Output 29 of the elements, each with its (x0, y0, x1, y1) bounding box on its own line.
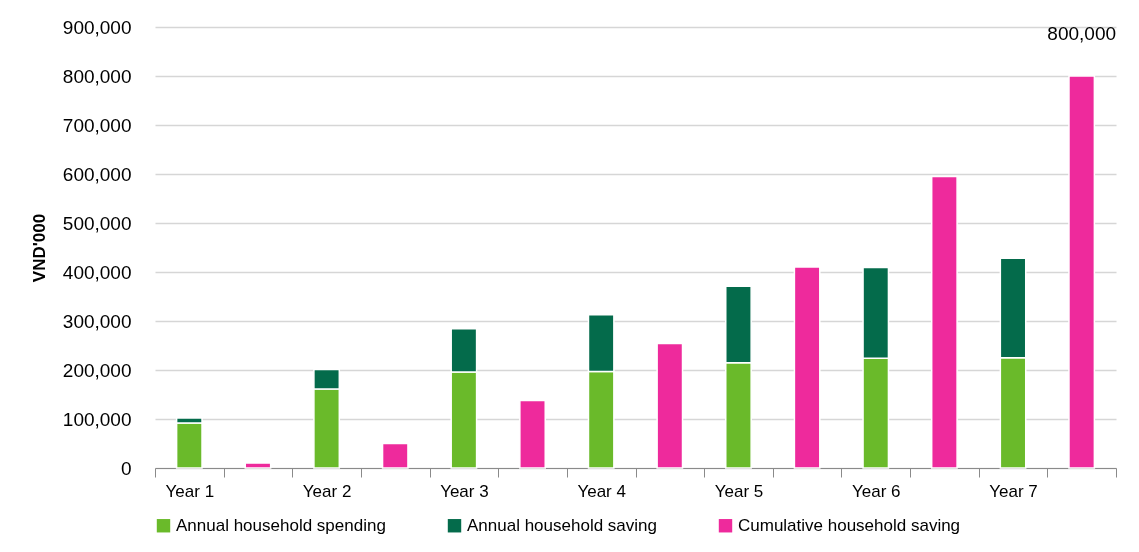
bar (381, 442, 409, 469)
y-tick-label: 500,000 (62, 212, 132, 234)
y-tick-label: 0 (120, 457, 132, 479)
y-tick-label: 100,000 (62, 408, 132, 430)
bar (1068, 75, 1096, 469)
y-tick-label: 200,000 (62, 359, 132, 381)
bar (656, 342, 684, 469)
y-tick-label: 600,000 (62, 163, 132, 185)
legend-label: Annual household saving (467, 515, 657, 535)
x-tick-label: Year 1 (165, 481, 215, 501)
y-tick-label: 700,000 (62, 114, 132, 136)
x-tick-label: Year 5 (714, 481, 764, 501)
y-axis-title: VND'000 (29, 213, 49, 283)
y-tick-label: 300,000 (62, 310, 132, 332)
data-label: 800,000 (1047, 23, 1117, 44)
y-tick-label: 800,000 (62, 65, 132, 87)
legend-label: Annual household spending (176, 515, 386, 535)
x-tick-label: Year 7 (989, 481, 1038, 501)
bar (519, 399, 546, 469)
x-tick-label: Year 3 (440, 481, 489, 501)
bar (244, 462, 272, 469)
y-tick-label: 900,000 (62, 16, 132, 38)
legend-label: Cumulative household saving (738, 515, 961, 535)
bar (793, 266, 821, 469)
x-tick-label: Year 4 (577, 481, 626, 501)
x-tick-label: Year 6 (851, 481, 901, 501)
y-tick-label: 400,000 (62, 261, 132, 283)
bar (930, 175, 958, 469)
x-tick-label: Year 2 (302, 481, 352, 501)
